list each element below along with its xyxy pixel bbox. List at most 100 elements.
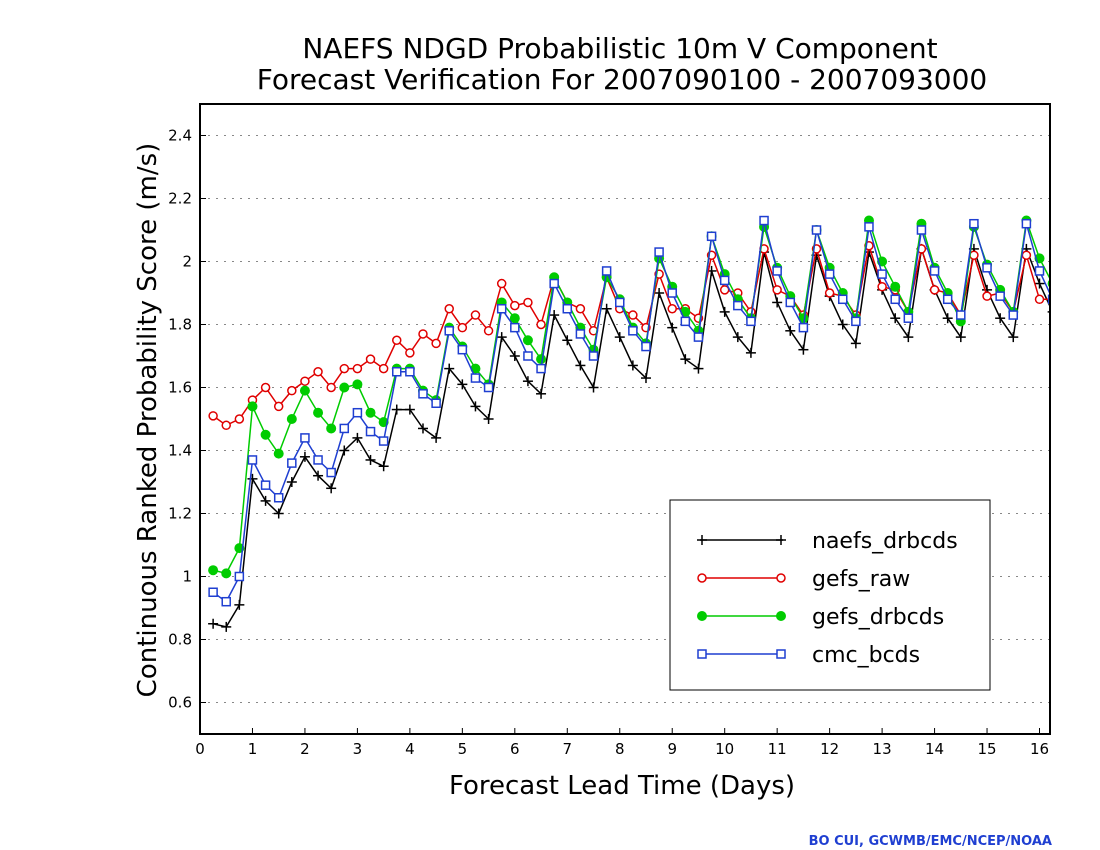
- data-point-gefs_drbcds: [365, 407, 376, 418]
- data-point-cmc_bcds: [562, 304, 573, 314]
- data-point-gefs_drbcds: [378, 417, 389, 428]
- data-point-naefs_drbcds: [732, 332, 743, 343]
- data-point-gefs_raw: [365, 354, 376, 364]
- data-point-gefs_raw: [208, 411, 218, 421]
- x-tick-label: 0: [195, 740, 205, 758]
- data-point-gefs_drbcds: [247, 401, 258, 412]
- data-point-gefs_drbcds: [221, 568, 232, 579]
- data-point-gefs_raw: [431, 338, 441, 349]
- data-point-naefs_drbcds: [417, 423, 428, 434]
- data-point-cmc_bcds: [956, 310, 966, 320]
- y-tick-label: 0.8: [168, 631, 192, 649]
- data-point-cmc_bcds: [601, 266, 612, 276]
- data-point-gefs_raw: [523, 297, 533, 308]
- data-point-naefs_drbcds: [837, 319, 848, 330]
- data-point-naefs_drbcds: [942, 313, 953, 324]
- data-point-cmc_bcds: [431, 398, 441, 408]
- data-point-naefs_drbcds: [850, 338, 861, 349]
- data-point-cmc_bcds: [457, 344, 468, 355]
- data-point-gefs_drbcds: [522, 335, 533, 346]
- data-point-gefs_raw: [1034, 294, 1045, 305]
- x-tick-label: 10: [715, 740, 734, 758]
- data-point-gefs_raw: [260, 382, 271, 393]
- legend-box: [669, 499, 991, 691]
- legend-marker: [776, 611, 786, 621]
- x-tick-label: 3: [353, 740, 363, 758]
- data-point-naefs_drbcds: [457, 379, 468, 390]
- data-point-gefs_raw: [483, 326, 494, 336]
- data-point-naefs_drbcds: [680, 354, 691, 365]
- data-point-cmc_bcds: [260, 480, 271, 490]
- data-point-gefs_drbcds: [326, 423, 337, 434]
- data-point-naefs_drbcds: [260, 495, 271, 506]
- data-point-cmc_bcds: [470, 373, 481, 383]
- legend-label: gefs_drbcds: [812, 605, 944, 630]
- data-point-gefs_raw: [392, 335, 402, 345]
- data-point-gefs_drbcds: [352, 379, 363, 390]
- x-axis-label: Forecast Lead Time (Days): [449, 771, 795, 801]
- data-point-gefs_raw: [824, 288, 835, 298]
- data-point-cmc_bcds: [628, 326, 638, 336]
- data-point-gefs_raw: [772, 285, 782, 295]
- data-point-cmc_bcds: [313, 455, 323, 465]
- data-point-gefs_raw: [719, 285, 730, 295]
- data-point-naefs_drbcds: [903, 332, 914, 343]
- data-point-cmc_bcds: [877, 269, 887, 279]
- data-point-naefs_drbcds: [208, 618, 219, 629]
- data-point-cmc_bcds: [615, 297, 625, 308]
- data-point-cmc_bcds: [405, 367, 415, 377]
- data-point-cmc_bcds: [733, 300, 743, 311]
- data-point-cmc_bcds: [746, 316, 756, 327]
- data-point-cmc_bcds: [641, 341, 651, 352]
- plot-area-frame: [199, 103, 1051, 735]
- x-tick-label: 2: [300, 740, 310, 758]
- data-point-cmc_bcds: [496, 304, 507, 314]
- legend: naefs_drbcds gefs_raw gefs_drbcds cmc_bcds: [669, 499, 991, 691]
- legend-entry-naefs_drbcds: naefs_drbcds: [697, 529, 958, 554]
- data-point-cmc_bcds: [798, 322, 809, 333]
- data-point-cmc_bcds: [824, 269, 835, 279]
- chart-title-line-2: Forecast Verification For 2007090100 - 2…: [257, 63, 987, 96]
- data-point-gefs_raw: [470, 310, 481, 320]
- x-tick-label: 9: [667, 740, 677, 758]
- data-point-gefs_raw: [352, 363, 363, 374]
- data-point-naefs_drbcds: [955, 332, 966, 343]
- data-point-naefs_drbcds: [995, 313, 1006, 324]
- data-point-gefs_raw: [273, 401, 284, 412]
- data-point-cmc_bcds: [890, 294, 900, 305]
- data-point-cmc_bcds: [418, 389, 428, 399]
- series-naefs_drbcds: [208, 243, 1050, 632]
- y-tick-label: 0.6: [168, 694, 192, 712]
- data-point-cmc_bcds: [523, 351, 533, 361]
- data-point-naefs_drbcds: [247, 473, 258, 484]
- data-point-naefs_drbcds: [1008, 332, 1019, 343]
- data-point-cmc_bcds: [221, 596, 231, 607]
- data-point-cmc_bcds: [851, 316, 861, 327]
- data-point-cmc_bcds: [654, 247, 664, 257]
- data-point-cmc_bcds: [982, 263, 992, 273]
- data-point-naefs_drbcds: [522, 376, 533, 387]
- x-tick-label: 15: [977, 740, 996, 758]
- data-point-cmc_bcds: [837, 294, 848, 305]
- data-point-cmc_bcds: [483, 382, 494, 393]
- y-axis-label: Continuous Ranked Probability Score (m/s…: [133, 143, 163, 698]
- data-point-cmc_bcds: [339, 423, 350, 434]
- data-point-cmc_bcds: [772, 266, 782, 276]
- legend-label: naefs_drbcds: [812, 529, 958, 554]
- data-point-gefs_drbcds: [208, 565, 219, 576]
- data-point-cmc_bcds: [1021, 218, 1032, 229]
- data-point-gefs_drbcds: [313, 407, 324, 418]
- data-point-cmc_bcds: [1008, 310, 1019, 320]
- data-point-gefs_raw: [496, 278, 507, 289]
- data-point-cmc_bcds: [510, 322, 520, 333]
- data-point-gefs_drbcds: [299, 385, 310, 396]
- data-point-cmc_bcds: [759, 215, 769, 226]
- data-point-gefs_raw: [982, 291, 992, 301]
- data-point-naefs_drbcds: [273, 508, 284, 519]
- data-point-cmc_bcds: [811, 225, 822, 235]
- data-point-cmc_bcds: [969, 218, 979, 229]
- y-tick-label: 1.4: [168, 442, 192, 460]
- data-point-naefs_drbcds: [772, 297, 783, 308]
- data-point-naefs_drbcds: [496, 332, 507, 343]
- legend-label: cmc_bcds: [812, 643, 920, 668]
